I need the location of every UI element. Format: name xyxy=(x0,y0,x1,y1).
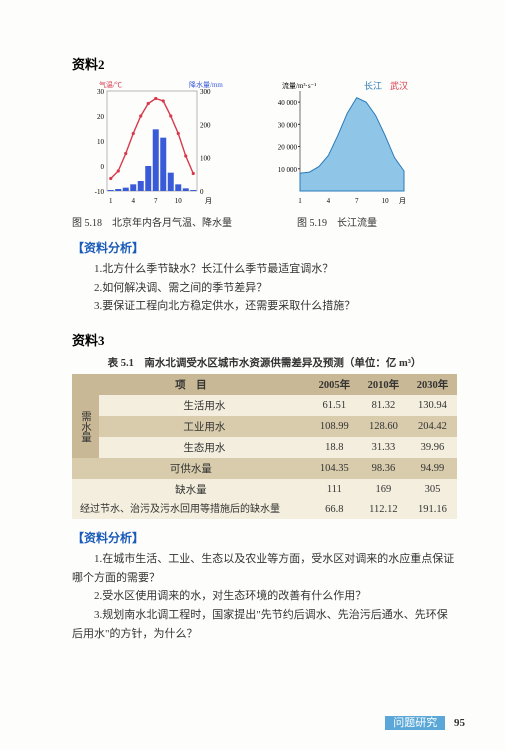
svg-text:1: 1 xyxy=(298,197,302,205)
table-cell: 104.35 xyxy=(310,458,359,479)
svg-text:4: 4 xyxy=(132,197,136,205)
svg-text:4: 4 xyxy=(327,197,331,205)
q1-3: 3.要保证工程向北方稳定供水，还需要采取什么措施？ xyxy=(72,297,457,316)
table-row: 工业用水108.99128.60204.42 xyxy=(72,416,457,437)
svg-text:气温/℃: 气温/℃ xyxy=(99,80,122,89)
analysis2-heading: 【资料分析】 xyxy=(72,529,457,546)
q2-2: 2.受水区使用调来的水，对生态环境的改善有什么作用？ xyxy=(72,587,457,606)
table-cell: 生态用水 xyxy=(99,437,310,458)
svg-text:降水量/mm: 降水量/mm xyxy=(189,80,223,89)
table-cell: 39.96 xyxy=(408,437,457,458)
q2-3: 3.规划南水北调工程时，国家提出"先节约后调水、先治污后通水、先环保后用水"的方… xyxy=(72,606,457,643)
th-year: 2010年 xyxy=(359,374,408,395)
svg-text:7: 7 xyxy=(355,197,359,205)
table-row: 经过节水、治污及污水回用等措施后的缺水量66.8112.12191.16 xyxy=(72,500,457,519)
table-cell: 66.8 xyxy=(310,500,359,519)
table-cell: 169 xyxy=(359,479,408,500)
svg-text:-10: -10 xyxy=(95,188,105,196)
svg-text:7: 7 xyxy=(154,197,158,205)
water-table: 项 目2005年2010年2030年需水量生活用水61.5181.32130.9… xyxy=(72,374,457,519)
side-label: 需水量 xyxy=(72,395,99,458)
table-cell: 61.51 xyxy=(310,395,359,416)
th-year: 2005年 xyxy=(310,374,359,395)
svg-text:20 000: 20 000 xyxy=(278,144,298,152)
svg-text:10: 10 xyxy=(97,138,105,146)
page-footer: 问题研究 95 xyxy=(385,714,465,730)
svg-text:长江: 长江 xyxy=(364,80,382,91)
svg-text:10 000: 10 000 xyxy=(278,166,298,174)
table-cell: 工业用水 xyxy=(99,416,310,437)
q2-1: 1.在城市生活、工业、生态以及农业等方面，受水区对调来的水应重点保证哪个方面的需… xyxy=(72,550,457,587)
q1-2: 2.如何解决调、需之间的季节差异？ xyxy=(72,279,457,298)
yangtze-flow-chart: 10 000 20 000 30 000 40 000 1 4 7 10 月 流量/m³·s⁻¹ 长… xyxy=(262,79,412,209)
svg-text:40 000: 40 000 xyxy=(278,99,298,107)
table-title: 表 5.1 南水北调受水区城市水资源供需差异及预测（单位：亿 m³） xyxy=(72,355,457,370)
footnote-cell: 经过节水、治污及污水回用等措施后的缺水量 xyxy=(72,500,310,519)
material3-heading: 资料3 xyxy=(72,330,457,349)
svg-text:10: 10 xyxy=(382,197,390,205)
chart1-caption: 图 5.18 北京年内各月气温、降水量 xyxy=(72,214,232,229)
th-year: 2030年 xyxy=(408,374,457,395)
table-row: 缺水量111169305 xyxy=(72,479,457,500)
table-cell: 108.99 xyxy=(310,416,359,437)
q1-1: 1.北方什么季节缺水？长江什么季节最适宜调水？ xyxy=(72,260,457,279)
table-row: 需水量生活用水61.5181.32130.94 xyxy=(72,395,457,416)
table-cell: 18.8 xyxy=(310,437,359,458)
chart-yangtze: 10 000 20 000 30 000 40 000 1 4 7 10 月 流量/m³·s⁻¹ 长… xyxy=(262,79,412,229)
table-cell: 112.12 xyxy=(359,500,408,519)
th-item: 项 目 xyxy=(72,374,310,395)
chart-row: -1001020300100200300气温/℃降水量/mm14710月 图 5… xyxy=(72,79,457,229)
table-cell: 可供水量 xyxy=(72,458,310,479)
beijing-climate-chart: -1001020300100200300气温/℃降水量/mm14710月 xyxy=(77,79,227,209)
footer-label: 问题研究 xyxy=(385,716,445,730)
svg-text:0: 0 xyxy=(200,188,204,196)
svg-text:30: 30 xyxy=(97,88,105,96)
svg-text:0: 0 xyxy=(101,163,105,171)
svg-text:武汉: 武汉 xyxy=(390,80,408,91)
chart2-caption: 图 5.19 长江流量 xyxy=(262,214,412,229)
svg-text:20: 20 xyxy=(97,113,105,121)
svg-text:流量/m³·s⁻¹: 流量/m³·s⁻¹ xyxy=(282,81,316,90)
svg-text:月: 月 xyxy=(399,197,406,205)
svg-text:200: 200 xyxy=(200,121,211,129)
table-cell: 98.36 xyxy=(359,458,408,479)
table-cell: 缺水量 xyxy=(72,479,310,500)
table-cell: 128.60 xyxy=(359,416,408,437)
table-cell: 81.32 xyxy=(359,395,408,416)
table-row: 可供水量104.3598.3694.99 xyxy=(72,458,457,479)
page-number: 95 xyxy=(454,717,465,729)
table-row: 生态用水18.831.3339.96 xyxy=(72,437,457,458)
table-cell: 111 xyxy=(310,479,359,500)
svg-text:10: 10 xyxy=(175,197,183,205)
table-cell: 94.99 xyxy=(408,458,457,479)
table-cell: 生活用水 xyxy=(99,395,310,416)
svg-text:30 000: 30 000 xyxy=(278,121,298,129)
svg-text:100: 100 xyxy=(200,155,211,163)
chart-beijing: -1001020300100200300气温/℃降水量/mm14710月 图 5… xyxy=(72,79,232,229)
material2-heading: 资料2 xyxy=(72,54,457,73)
table-cell: 204.42 xyxy=(408,416,457,437)
svg-text:1: 1 xyxy=(109,197,113,205)
analysis1-heading: 【资料分析】 xyxy=(72,239,457,256)
table-cell: 31.33 xyxy=(359,437,408,458)
table-cell: 191.16 xyxy=(408,500,457,519)
table-cell: 305 xyxy=(408,479,457,500)
table-cell: 130.94 xyxy=(408,395,457,416)
svg-text:月: 月 xyxy=(205,197,212,205)
svg-text:300: 300 xyxy=(200,88,211,96)
